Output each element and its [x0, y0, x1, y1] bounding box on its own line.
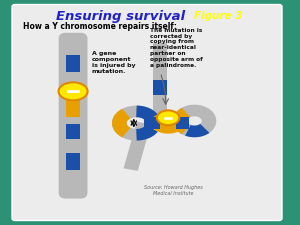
Text: How a Y chromosome repairs itself:: How a Y chromosome repairs itself:	[23, 22, 177, 31]
Bar	[66, 99, 80, 117]
FancyBboxPatch shape	[59, 33, 88, 199]
Text: Source: Howard Hughes
Medical Institute: Source: Howard Hughes Medical Institute	[144, 185, 203, 196]
Bar	[144, 117, 160, 129]
Ellipse shape	[151, 112, 185, 134]
Text: Figure 3: Figure 3	[194, 11, 242, 21]
Bar	[66, 55, 80, 72]
Ellipse shape	[58, 82, 88, 100]
Bar	[176, 117, 189, 129]
Polygon shape	[173, 108, 190, 134]
Polygon shape	[112, 106, 158, 141]
Polygon shape	[124, 122, 151, 171]
Polygon shape	[173, 105, 216, 137]
Polygon shape	[153, 80, 167, 94]
Text: A gene
component
is injured by
mutation.: A gene component is injured by mutation.	[92, 51, 135, 74]
Polygon shape	[136, 106, 158, 121]
Ellipse shape	[157, 110, 179, 125]
Polygon shape	[112, 109, 130, 137]
Text: The mutation is
corrected by
copying from
near-identical
partner on
opposite arm: The mutation is corrected by copying fro…	[150, 28, 202, 68]
Bar	[66, 124, 80, 139]
Polygon shape	[136, 125, 158, 141]
Polygon shape	[185, 124, 209, 137]
Polygon shape	[153, 43, 167, 117]
Bar	[66, 153, 80, 170]
Text: Ensuring survival: Ensuring survival	[56, 10, 185, 23]
